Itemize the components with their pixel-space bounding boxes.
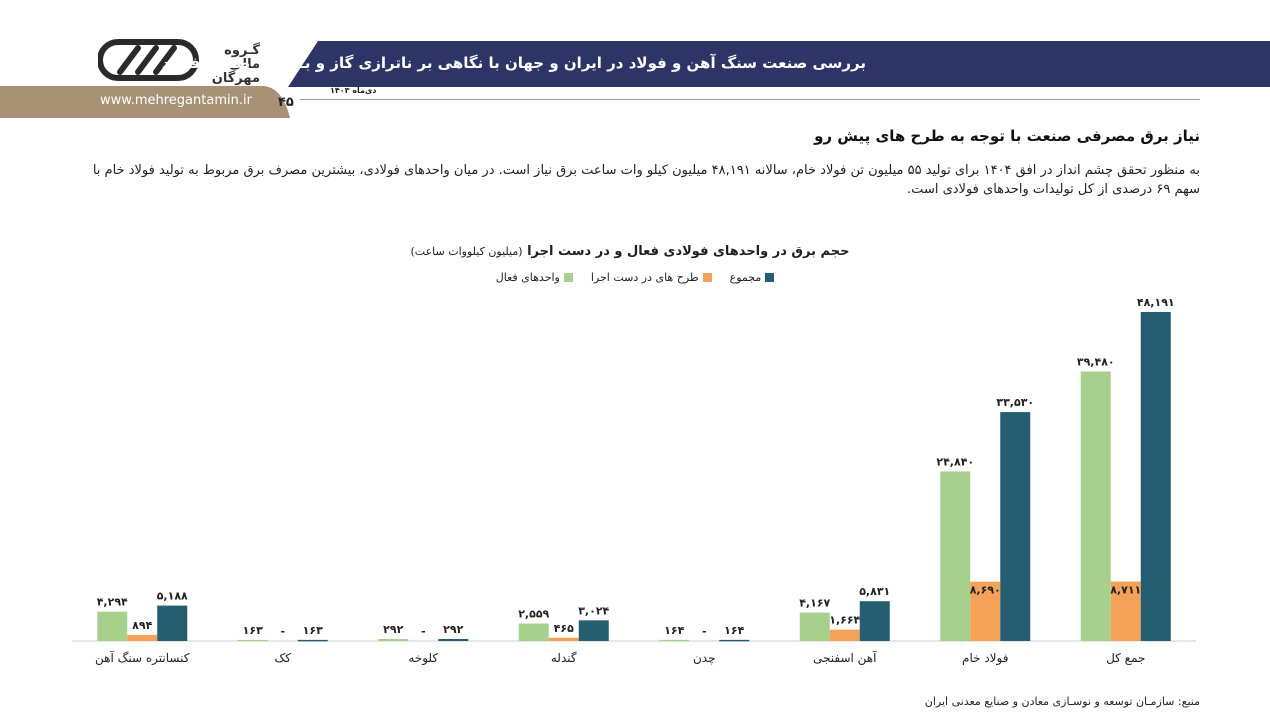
data-label: ۲۹۲	[383, 623, 403, 636]
legend-item-active: واحدهای فعال	[496, 271, 573, 284]
data-label: ۴,۱۶۷	[799, 597, 830, 610]
legend-label-planned: طرح های در دست اجرا	[590, 271, 699, 284]
category-label: جمع کل	[1106, 651, 1145, 665]
chart-title: حجم برق در واحدهای فولادی فعال و در دست …	[330, 244, 930, 259]
bar-total	[297, 639, 328, 642]
bar-planned	[829, 629, 860, 641]
bar-planned	[1110, 581, 1141, 641]
data-label: ۵,۱۸۸	[157, 590, 188, 603]
bar-active	[659, 639, 690, 642]
logo-text: گـروه مالی مهرگان	[200, 44, 260, 86]
chart-legend: مجموع طرح های در دست اجرا واحدهای فعال	[330, 271, 940, 284]
bar-total	[859, 601, 890, 641]
page-number: ۴۵	[278, 95, 294, 110]
legend-label-total: مجموع	[729, 271, 762, 284]
bar-planned	[548, 637, 579, 641]
website-bar	[0, 86, 290, 118]
category-label: کنسانتره سنگ آهن	[95, 650, 190, 666]
data-label: ۱۶۴	[724, 624, 744, 637]
data-label: ۸,۶۹۰	[970, 584, 1001, 597]
header-divider	[300, 99, 1200, 100]
logo-text-line2: مهرگان	[211, 71, 260, 86]
legend-label-active: واحدهای فعال	[495, 271, 560, 284]
bar-active	[378, 639, 409, 641]
category-label: فولاد خام	[962, 651, 1008, 666]
chart-title-unit: (میلیون کیلووات ساعت)	[410, 245, 523, 258]
source-note: منبع: سازمـان توسعه و نوسـازی معادن و صن…	[924, 695, 1200, 708]
bar-active	[799, 612, 830, 641]
data-label: ۸,۷۱۱	[1110, 584, 1141, 597]
category-label: چدن	[693, 651, 716, 665]
bar-planned	[127, 634, 158, 641]
category-label: کک	[275, 651, 292, 665]
data-label: ۱,۶۶۴	[829, 614, 860, 627]
bar-total	[1140, 312, 1171, 641]
bar-active	[237, 639, 268, 642]
data-label: ۴۸,۱۹۱	[1137, 296, 1175, 309]
data-label: -	[702, 625, 707, 638]
data-label: ۳۳,۵۳۰	[996, 396, 1034, 409]
data-label: ۱۶۳	[243, 624, 263, 637]
category-label: آهن اسفنجی	[813, 650, 877, 666]
bar-total	[438, 639, 469, 641]
bar-active	[518, 623, 549, 641]
bar-planned	[970, 581, 1001, 641]
logo-text-line1: گـروه مالی	[224, 43, 260, 72]
bar-total	[719, 639, 750, 642]
data-label: -	[421, 625, 426, 638]
data-label: ۲,۵۵۹	[518, 608, 549, 621]
data-label: ۱۶۴	[664, 624, 684, 637]
data-label: ۴,۲۹۴	[97, 596, 128, 609]
report-date: دی‌ماه ۱۴۰۳	[330, 86, 377, 95]
data-label: -	[280, 625, 285, 638]
data-label: ۸۹۴	[132, 619, 152, 632]
data-label: ۴۶۵	[554, 622, 574, 635]
section-title: نیاز برق مصرفی صنعت با توجه به طرح های پ…	[814, 127, 1200, 145]
data-label: ۳۹,۴۸۰	[1077, 355, 1115, 368]
legend-swatch-active	[563, 273, 573, 282]
data-label: ۳,۰۲۴	[578, 604, 609, 617]
banner-title: بررسی صنعت سنگ آهن و فولاد در ایران و جه…	[161, 54, 866, 72]
data-label: ۱۶۳	[303, 624, 323, 637]
category-label: کلوخه	[408, 651, 438, 666]
legend-swatch-total	[765, 273, 775, 282]
intro-paragraph: به منظور تحقق چشم انداز در افق ۱۴۰۴ برای…	[92, 163, 1200, 197]
bar-active	[97, 611, 128, 641]
data-label: ۵,۸۳۱	[859, 585, 890, 598]
bar-active	[940, 471, 971, 641]
legend-item-total: مجموع	[730, 271, 775, 284]
bar-total	[578, 620, 609, 641]
website-link[interactable]: www.mehregantamin.ir	[100, 93, 252, 108]
bar-active	[1080, 371, 1111, 641]
category-label: گندله	[551, 651, 577, 665]
header-banner	[288, 41, 1270, 87]
data-label: ۲۹۲	[443, 623, 463, 636]
bar-total	[1000, 412, 1031, 641]
bar-total	[157, 605, 188, 641]
chart-title-text: حجم برق در واحدهای فولادی فعال و در دست …	[527, 244, 850, 259]
legend-swatch-planned	[702, 273, 712, 282]
mehregan-logo	[98, 39, 199, 81]
data-label: ۲۴,۸۴۰	[936, 455, 974, 468]
legend-item-planned: طرح های در دست اجرا	[591, 271, 712, 284]
